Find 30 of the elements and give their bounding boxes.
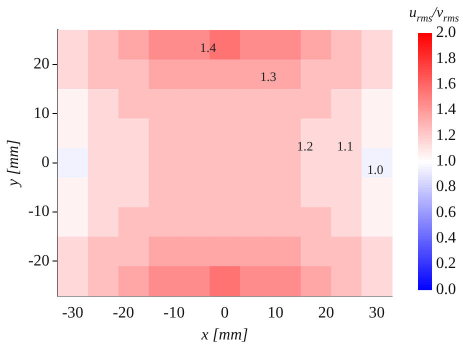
color-bar-label: 0.2 [436, 255, 456, 272]
x-tick-label: 20 [318, 304, 334, 322]
y-tick-label: -10 [28, 203, 50, 220]
annotation: 1.0 [367, 162, 384, 178]
x-tick-label: 30 [368, 304, 385, 322]
color-bar-label: 1.8 [436, 50, 456, 67]
color-bar-label: 0.4 [436, 229, 456, 246]
annotation: 1.3 [260, 69, 276, 84]
x-axis-title: x [mm] [200, 326, 248, 344]
color-bar-label: 1.4 [436, 101, 456, 118]
y-tick-label: 0 [42, 154, 50, 172]
x-tick-label: -10 [163, 304, 185, 322]
color-bar-label: 2.0 [436, 24, 456, 42]
color-bar-label: 0.8 [436, 178, 456, 196]
y-tick-label: 20 [34, 56, 50, 73]
color-bar-label: 0.6 [436, 204, 456, 221]
annotation: 1.1 [337, 138, 354, 154]
y-axis-title: y [mm] [4, 139, 22, 188]
x-tick-label: -30 [62, 304, 84, 322]
color-bar-label: 1.2 [436, 126, 456, 144]
annotation: 1.4 [200, 40, 217, 56]
x-tick-label: 10 [267, 304, 284, 322]
y-tick-label: 10 [34, 104, 50, 122]
y-tick-label: -20 [28, 252, 50, 270]
color-bar-label: 1.6 [436, 76, 456, 93]
color-bar-label: 0.0 [436, 280, 456, 298]
annotation: 1.2 [296, 138, 314, 154]
x-tick-label: -20 [112, 304, 134, 322]
x-tick-label: 0 [220, 304, 229, 322]
color-bar-label: 1.0 [436, 152, 456, 170]
